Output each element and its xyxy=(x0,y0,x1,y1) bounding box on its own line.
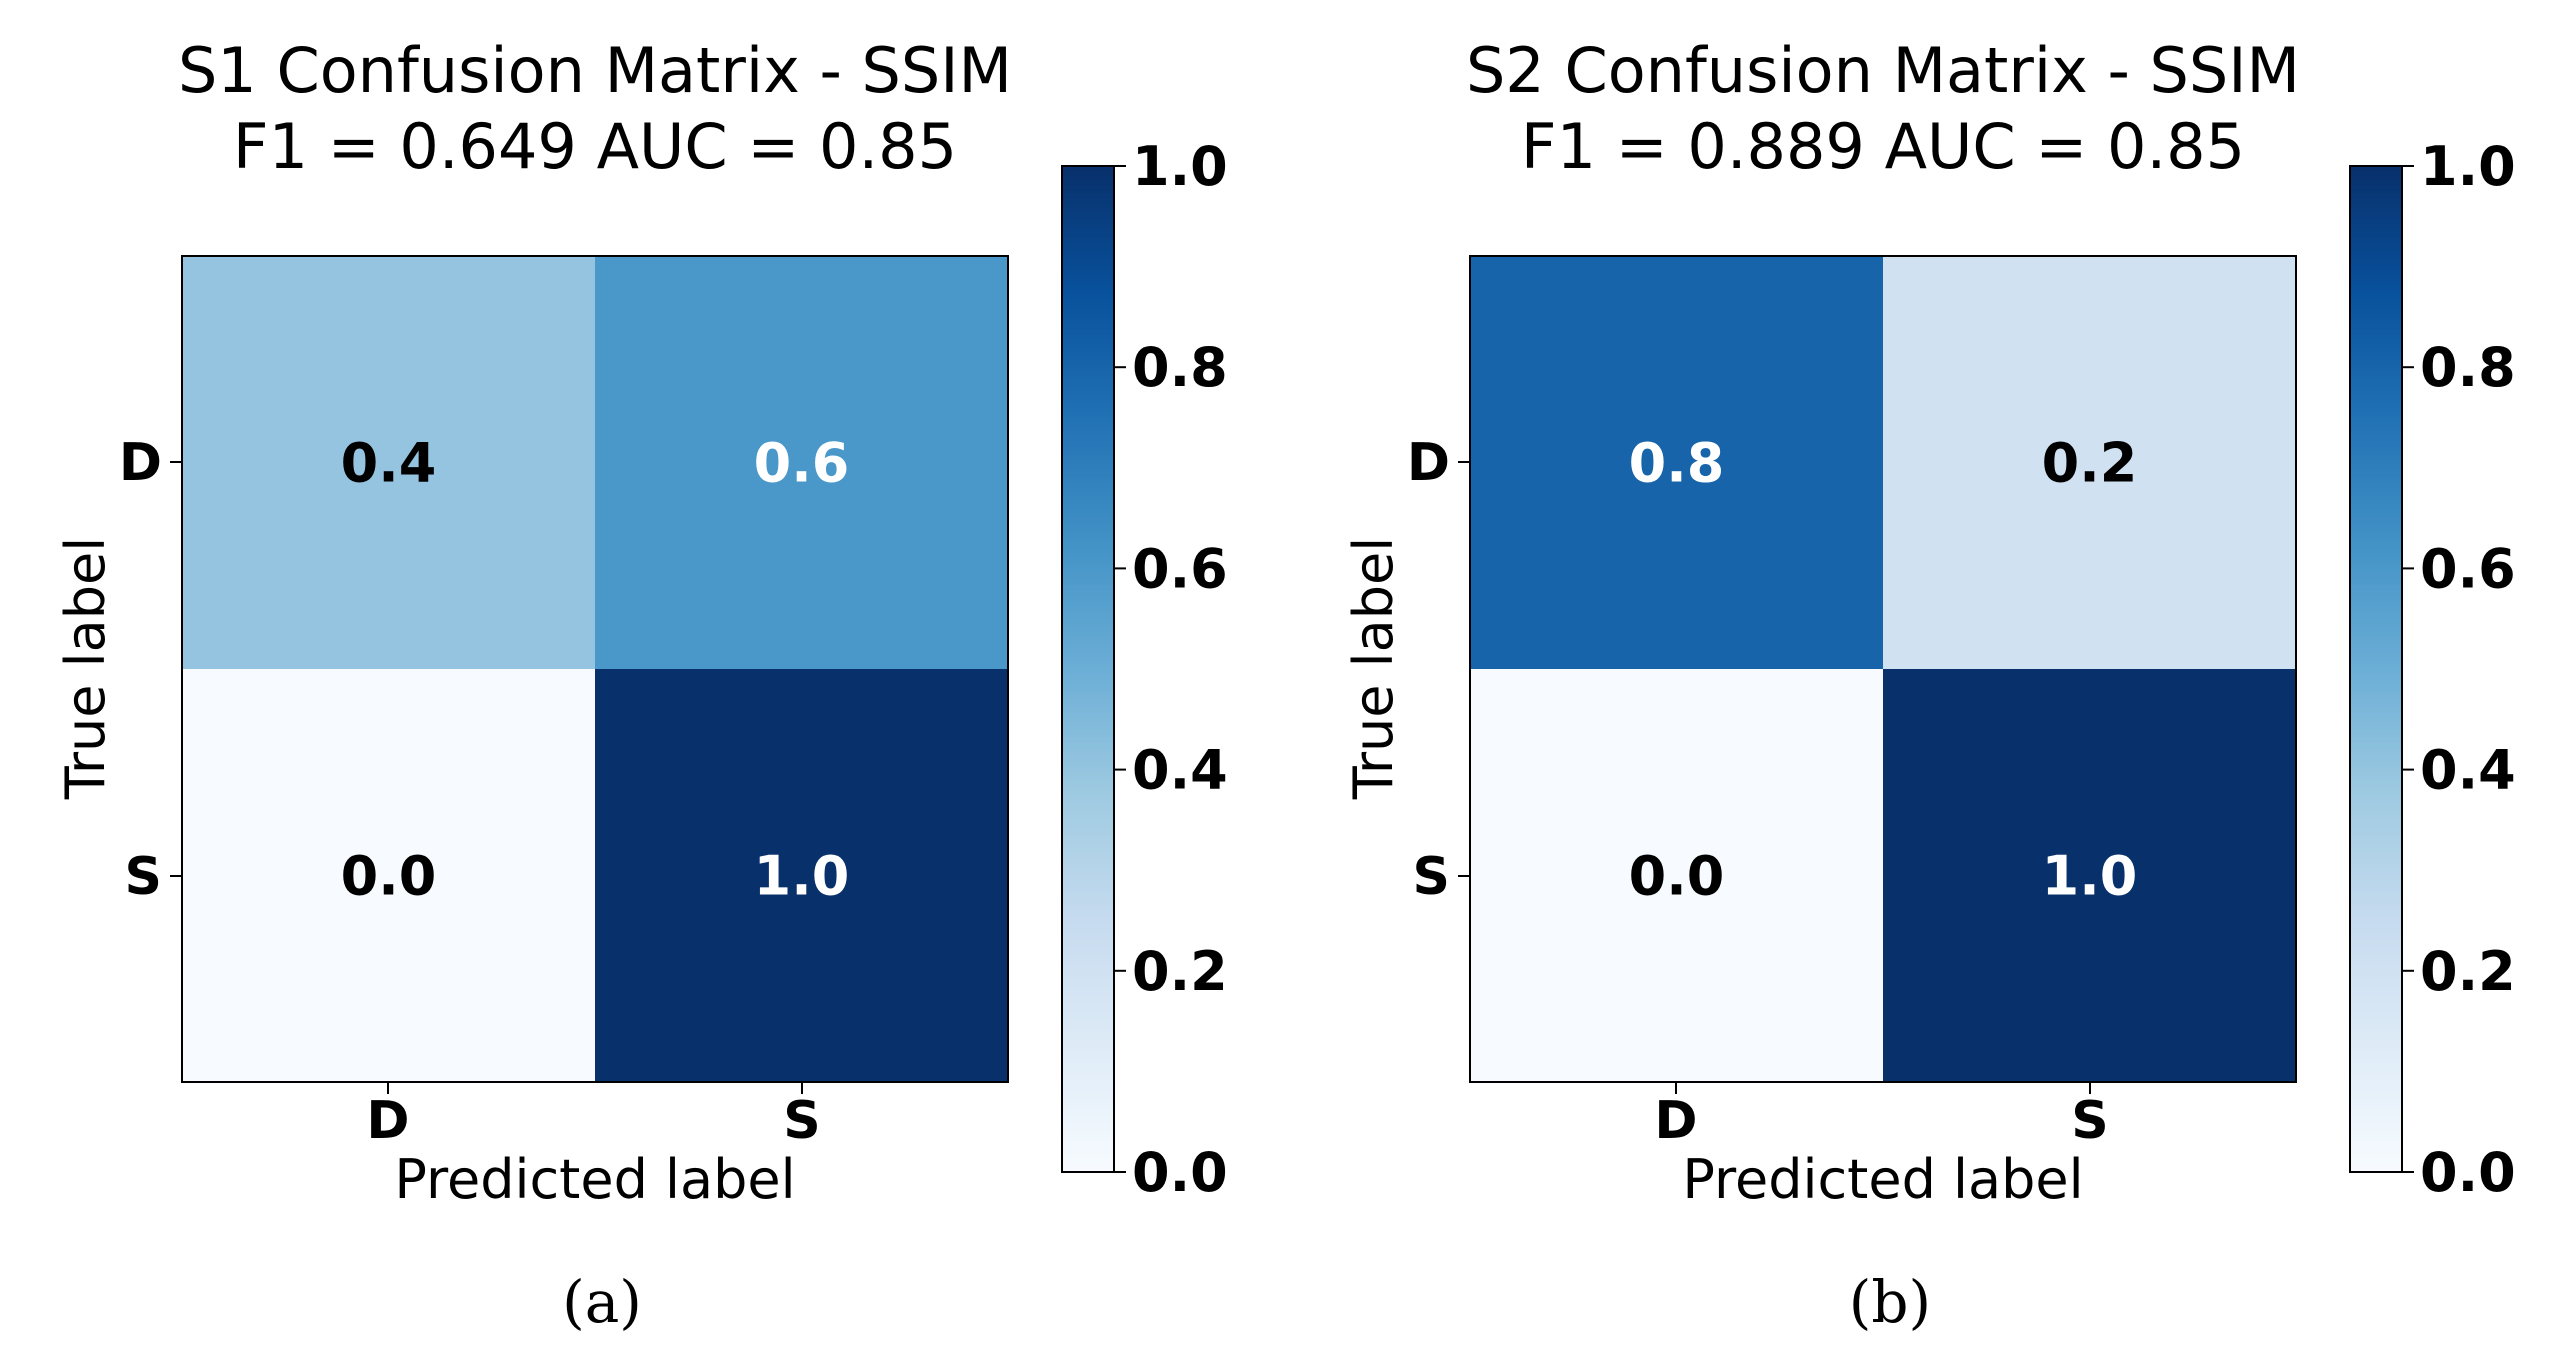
panel-b-cell-d-s xyxy=(1883,256,2296,669)
panel-b-cell-d-d xyxy=(1470,256,1883,669)
panel-b-title-line2: F1 = 0.889 AUC = 0.85 xyxy=(1521,110,2245,183)
panel-b-xlabel: Predicted label xyxy=(1682,1148,2083,1211)
panel-b-xtick-label-d: D xyxy=(1654,1091,1697,1151)
panel-a-colorbar-tick-label-1: 0.2 xyxy=(1132,940,1228,1003)
panel-b-cell-label-s-d: 0.0 xyxy=(1629,845,1725,908)
panel-b-colorbar-tick-label-4: 0.8 xyxy=(2420,336,2516,399)
panel-b-ytick-label-s: S xyxy=(1413,847,1450,907)
panel-a-ylabel: True label xyxy=(54,537,117,800)
panel-b: S2 Confusion Matrix - SSIM F1 = 0.889 AU… xyxy=(1342,34,2516,1336)
panel-b-caption: (b) xyxy=(1849,1268,1931,1336)
panel-a-ytick-label-s: S xyxy=(125,847,162,907)
panel-b-colorbar-tick-label-5: 1.0 xyxy=(2420,135,2516,198)
panel-b-colorbar-tick-label-3: 0.6 xyxy=(2420,537,2516,600)
panel-b-cells: 0.8 0.2 0.0 1.0 xyxy=(1470,256,2296,1082)
panel-a: S1 Confusion Matrix - SSIM F1 = 0.649 AU… xyxy=(54,34,1228,1336)
panel-a-cells: 0.4 0.6 0.0 1.0 xyxy=(182,256,1008,1082)
panel-b-cell-s-d xyxy=(1470,669,1883,1082)
panel-b-xtick-label-s: S xyxy=(2071,1091,2108,1151)
panel-b-title-line1: S2 Confusion Matrix - SSIM xyxy=(1466,34,2300,107)
panel-a-cell-s-s xyxy=(595,669,1008,1082)
panel-a-caption: (a) xyxy=(562,1268,642,1336)
panel-a-colorbar-tick-label-4: 0.8 xyxy=(1132,336,1228,399)
panel-a-cell-label-s-d: 0.0 xyxy=(341,845,437,908)
panel-a-colorbar xyxy=(1061,165,1115,1173)
panel-a-ytick-label-d: D xyxy=(119,433,162,493)
panel-b-colorbar xyxy=(2349,165,2403,1173)
panel-a-xlabel: Predicted label xyxy=(394,1148,795,1211)
panel-a-cell-d-s xyxy=(595,256,1008,669)
panel-b-frame xyxy=(1469,255,2297,1083)
panel-a-cell-d-d xyxy=(182,256,595,669)
panel-a-colorbar-tick-label-3: 0.6 xyxy=(1132,537,1228,600)
panel-b-colorbar-tick-label-2: 0.4 xyxy=(2420,739,2516,802)
panel-a-title-line1: S1 Confusion Matrix - SSIM xyxy=(178,34,1012,107)
panel-b-colorbar-ticks: 0.0 0.2 0.4 0.6 0.8 1.0 xyxy=(2402,135,2516,1204)
panel-b-ytick-label-d: D xyxy=(1407,433,1450,493)
panel-a-cell-label-d-d: 0.4 xyxy=(341,432,437,495)
panel-a-title-line2: F1 = 0.649 AUC = 0.85 xyxy=(233,110,957,183)
panel-b-cell-s-s xyxy=(1883,669,2296,1082)
panel-b-cell-label-d-d: 0.8 xyxy=(1629,432,1725,495)
panel-a-colorbar-tick-label-5: 1.0 xyxy=(1132,135,1228,198)
panel-a-xtick-label-s: S xyxy=(783,1091,820,1151)
panel-a-cell-label-s-s: 1.0 xyxy=(754,845,850,908)
panel-a-colorbar-tick-label-0: 0.0 xyxy=(1132,1141,1228,1204)
panel-a-cell-s-d xyxy=(182,669,595,1082)
panel-a-frame xyxy=(181,255,1009,1083)
panel-b-cell-label-d-s: 0.2 xyxy=(2042,432,2138,495)
panel-b-cell-label-s-s: 1.0 xyxy=(2042,845,2138,908)
panel-a-colorbar-ticks: 0.0 0.2 0.4 0.6 0.8 1.0 xyxy=(1114,135,1228,1204)
panel-a-cell-label-d-s: 0.6 xyxy=(754,432,850,495)
panel-b-colorbar-tick-label-1: 0.2 xyxy=(2420,940,2516,1003)
panel-a-colorbar-tick-label-2: 0.4 xyxy=(1132,739,1228,802)
panel-a-xtick-label-d: D xyxy=(366,1091,409,1151)
panel-b-ylabel: True label xyxy=(1342,537,1405,800)
panel-b-colorbar-tick-label-0: 0.0 xyxy=(2420,1141,2516,1204)
